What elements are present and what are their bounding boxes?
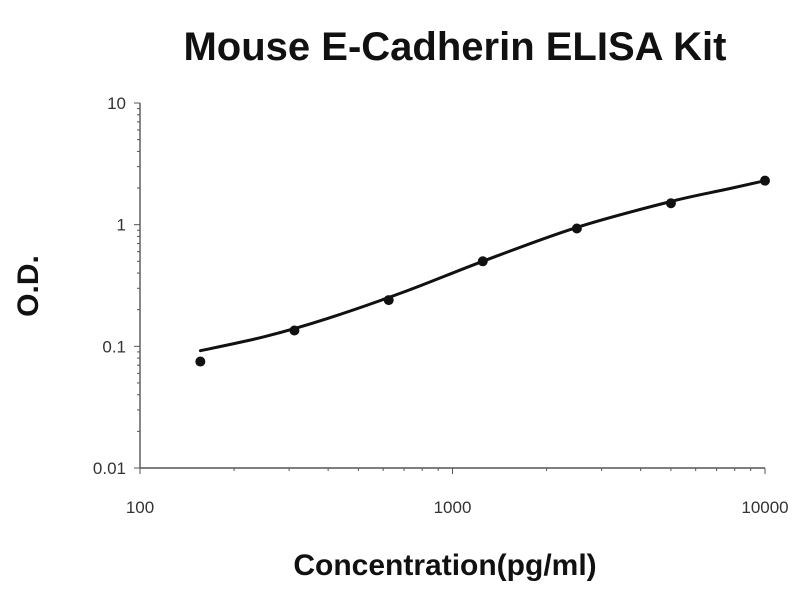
axes bbox=[139, 103, 765, 469]
x-tick-label: 100 bbox=[126, 498, 154, 517]
data-point bbox=[289, 325, 300, 336]
y-tick-label: 1 bbox=[117, 216, 126, 235]
chart-title: Mouse E-Cadherin ELISA Kit bbox=[183, 25, 726, 69]
x-tick-label: 10000 bbox=[741, 498, 788, 517]
data-point bbox=[383, 295, 394, 306]
data-point bbox=[665, 198, 676, 209]
y-tick-label: 10 bbox=[107, 94, 126, 113]
x-axis-label: Concentration(pg/ml) bbox=[293, 549, 596, 582]
y-tick-label: 0.01 bbox=[93, 459, 126, 478]
y-tick-label: 0.1 bbox=[102, 337, 126, 356]
y-ticks: 0.01 0.1 1 10 bbox=[93, 94, 140, 478]
y-axis-label: O.D. bbox=[12, 255, 45, 317]
data-point bbox=[195, 356, 206, 367]
x-ticks: 100 1000 10000 bbox=[126, 468, 789, 517]
data-point bbox=[477, 256, 488, 267]
data-points bbox=[195, 175, 770, 367]
data-point bbox=[571, 223, 582, 234]
x-tick-label: 1000 bbox=[434, 498, 472, 517]
data-point bbox=[760, 175, 770, 186]
